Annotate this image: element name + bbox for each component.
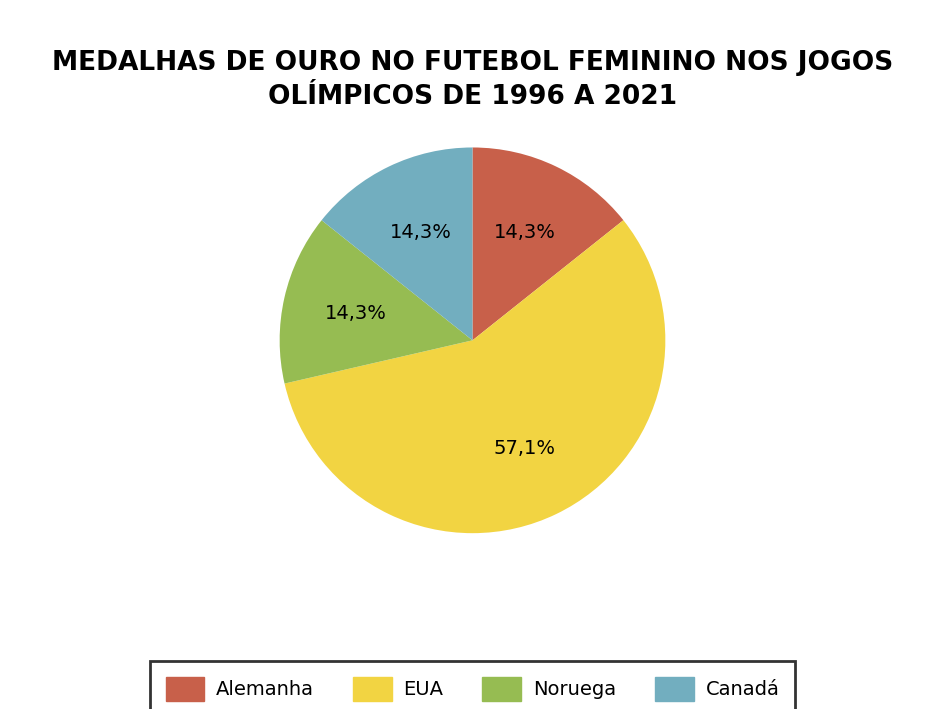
Legend: Alemanha, EUA, Noruega, Canadá: Alemanha, EUA, Noruega, Canadá	[150, 661, 794, 709]
Wedge shape	[279, 220, 472, 384]
Text: 14,3%: 14,3%	[493, 223, 555, 242]
Text: 14,3%: 14,3%	[325, 304, 386, 323]
Text: MEDALHAS DE OURO NO FUTEBOL FEMININO NOS JOGOS
OLÍMPICOS DE 1996 A 2021: MEDALHAS DE OURO NO FUTEBOL FEMININO NOS…	[52, 50, 892, 110]
Text: 14,3%: 14,3%	[389, 223, 451, 242]
Wedge shape	[472, 147, 623, 340]
Wedge shape	[321, 147, 472, 340]
Text: 57,1%: 57,1%	[493, 439, 555, 457]
Wedge shape	[284, 220, 665, 533]
